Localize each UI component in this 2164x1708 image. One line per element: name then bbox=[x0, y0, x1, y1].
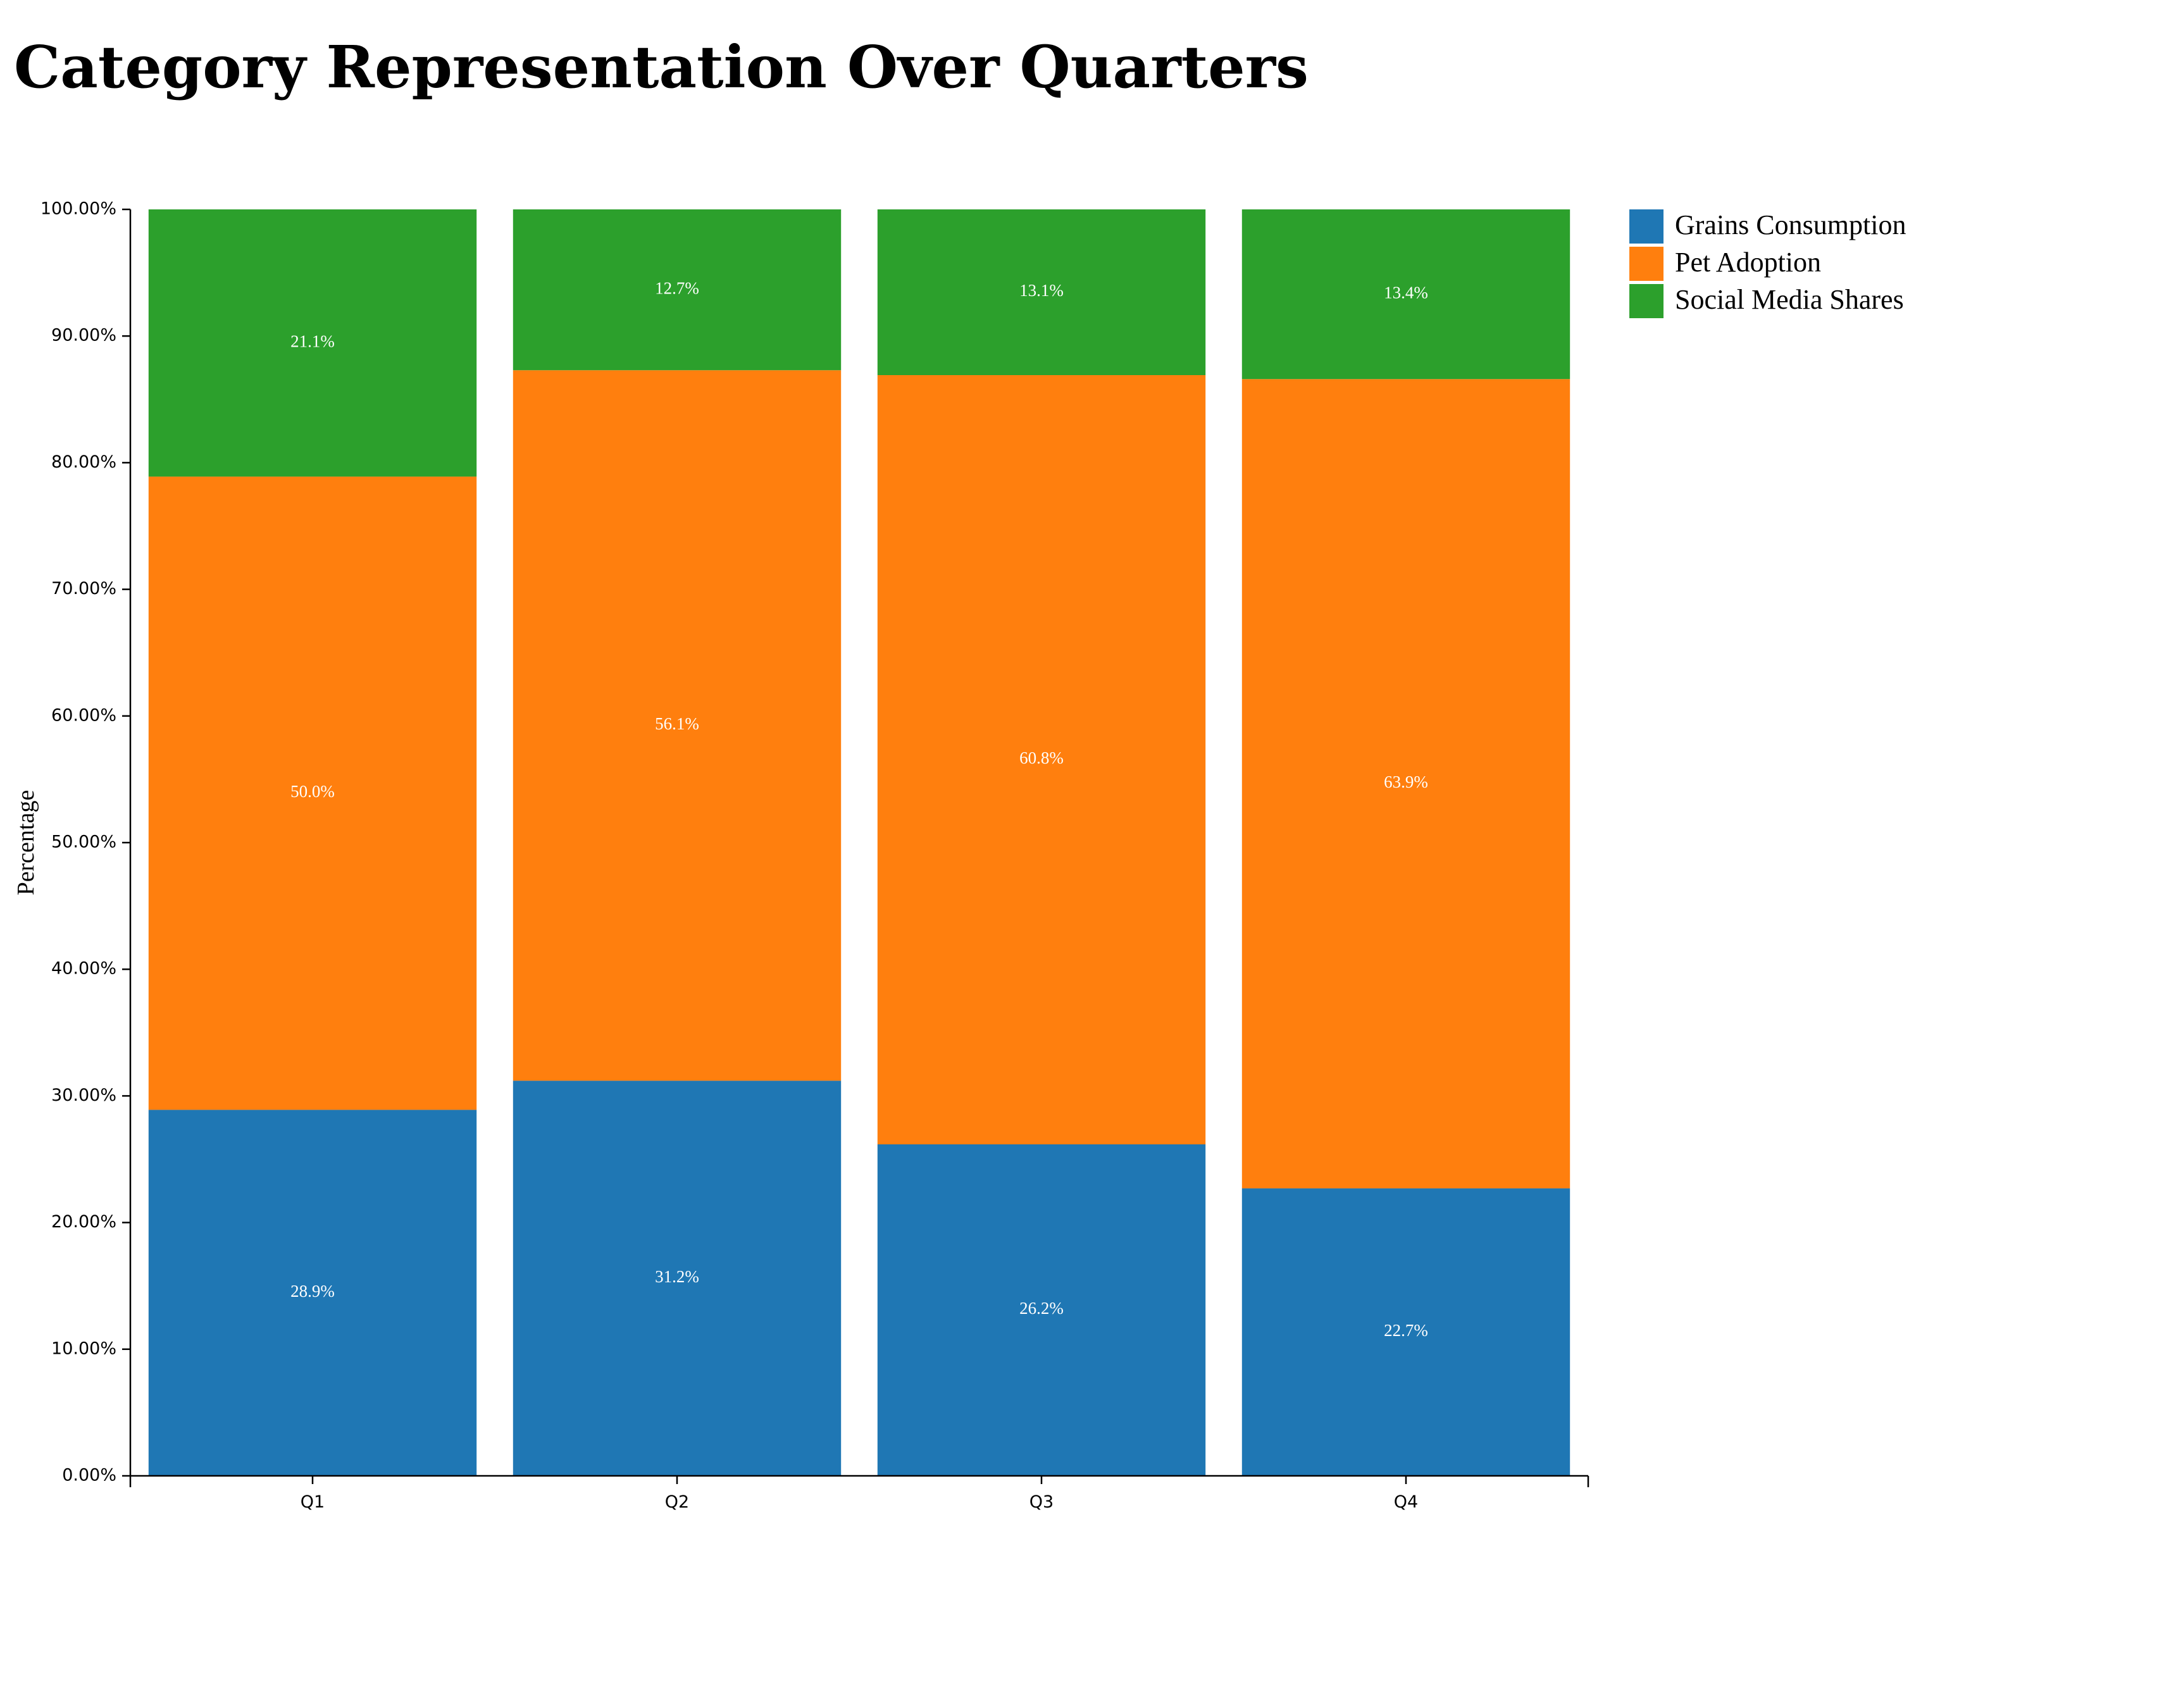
chart-title: Category Representation Over Quarters bbox=[14, 33, 1309, 101]
bar-pet-adoption-q1 bbox=[148, 476, 477, 1110]
legend-label-social-media-shares: Social Media Shares bbox=[1675, 284, 1904, 315]
bar-social-media-shares-q1 bbox=[148, 209, 477, 477]
y-tick-label: 90.00% bbox=[51, 326, 116, 345]
legend-swatch-pet-adoption bbox=[1629, 247, 1663, 281]
legend: Grains Consumption Pet Adoption Social Med… bbox=[1629, 209, 1906, 318]
bar-grains-consumption-q1 bbox=[148, 1110, 477, 1476]
y-tick-label: 30.00% bbox=[51, 1086, 116, 1105]
data-label-pet-adoption-q2: 56.1% bbox=[655, 714, 699, 733]
bar-pet-adoption-q2 bbox=[513, 370, 842, 1081]
data-label-grains-consumption-q2: 31.2% bbox=[655, 1267, 699, 1286]
x-tick-label: Q4 bbox=[1394, 1492, 1418, 1512]
y-tick-label: 10.00% bbox=[51, 1339, 116, 1358]
y-tick-label: 40.00% bbox=[51, 959, 116, 979]
y-tick-label: 50.00% bbox=[51, 832, 116, 852]
y-tick-label: 20.00% bbox=[51, 1212, 116, 1232]
data-label-social-media-shares-q3: 13.1% bbox=[1019, 281, 1064, 300]
data-label-social-media-shares-q1: 21.1% bbox=[290, 331, 335, 350]
x-tick-label: Q1 bbox=[301, 1492, 325, 1512]
data-label-social-media-shares-q4: 13.4% bbox=[1384, 283, 1428, 302]
legend-swatch-social-media-shares bbox=[1629, 284, 1663, 318]
x-axis: Q1 Q2 Q3 Q4 bbox=[129, 1475, 1589, 1512]
y-tick-label: 60.00% bbox=[51, 705, 116, 725]
bar-grains-consumption-q4 bbox=[1241, 1188, 1570, 1476]
legend-swatch-grains-consumption bbox=[1629, 209, 1663, 244]
data-label-pet-adoption-q4: 63.9% bbox=[1384, 772, 1428, 791]
y-tick-label: 70.00% bbox=[51, 579, 116, 598]
data-labels-group: 28.9% 50.0% 21.1% 31.2% 56.1% 12.7% 26.2% 60.8%… bbox=[290, 278, 1428, 1340]
legend-label-pet-adoption: Pet Adoption bbox=[1675, 247, 1821, 278]
bar-pet-adoption-q4 bbox=[1241, 379, 1570, 1189]
bar-grains-consumption-q3 bbox=[877, 1144, 1206, 1476]
data-label-social-media-shares-q2: 12.7% bbox=[655, 278, 699, 297]
y-tick-label: 100.00% bbox=[40, 199, 116, 219]
bar-social-media-shares-q3 bbox=[877, 209, 1206, 375]
bar-pet-adoption-q3 bbox=[877, 375, 1206, 1144]
y-axis: 0.00% 10.00% 20.00% 30.00% 40.00% 50.00% 60.00… bbox=[40, 199, 132, 1485]
y-axis-title: Percentage bbox=[13, 790, 39, 896]
data-label-grains-consumption-q1: 28.9% bbox=[290, 1282, 335, 1301]
bars-group bbox=[148, 209, 1570, 1476]
legend-label-grains-consumption: Grains Consumption bbox=[1675, 209, 1906, 240]
data-label-pet-adoption-q1: 50.0% bbox=[290, 782, 335, 801]
data-label-grains-consumption-q4: 22.7% bbox=[1384, 1321, 1428, 1340]
y-tick-label: 80.00% bbox=[51, 452, 116, 472]
bar-social-media-shares-q2 bbox=[513, 209, 842, 371]
data-label-grains-consumption-q3: 26.2% bbox=[1019, 1299, 1064, 1318]
data-label-pet-adoption-q3: 60.8% bbox=[1019, 748, 1064, 767]
bar-social-media-shares-q4 bbox=[1241, 209, 1570, 380]
x-tick-label: Q3 bbox=[1029, 1492, 1054, 1512]
x-tick-label: Q2 bbox=[665, 1492, 689, 1512]
bar-grains-consumption-q2 bbox=[513, 1080, 842, 1476]
y-tick-label: 0.00% bbox=[62, 1466, 116, 1485]
